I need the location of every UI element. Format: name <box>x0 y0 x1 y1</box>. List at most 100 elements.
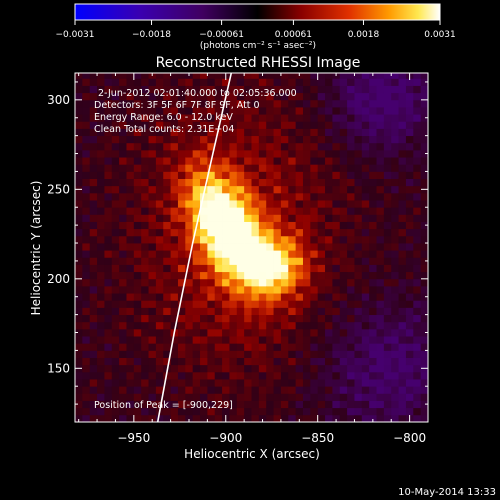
heatmap-cell <box>185 214 194 222</box>
heatmap-cell <box>111 192 120 201</box>
heatmap-cell <box>347 293 355 301</box>
heatmap-cell <box>361 386 370 394</box>
heatmap-cell <box>251 78 260 86</box>
heatmap-cell <box>295 364 304 373</box>
heatmap-cell <box>332 128 341 137</box>
heatmap-cell <box>413 92 422 101</box>
heatmap-cell <box>273 114 282 122</box>
heatmap-cell <box>302 407 311 416</box>
heatmap-cell <box>317 379 326 387</box>
heatmap-cell <box>119 407 127 416</box>
heatmap-cell <box>163 185 171 194</box>
heatmap-cell <box>266 121 274 129</box>
heatmap-cell <box>376 78 385 86</box>
heatmap-cell <box>133 142 142 151</box>
heatmap-cell <box>273 207 282 215</box>
heatmap-cell <box>82 92 91 101</box>
heatmap-cell <box>391 157 399 165</box>
heatmap-cell <box>398 121 407 129</box>
heatmap-cell <box>251 192 260 201</box>
heatmap-cell <box>82 99 91 108</box>
heatmap-cell <box>251 228 260 237</box>
heatmap-cell <box>376 207 385 215</box>
heatmap-cell <box>295 271 304 280</box>
heatmap-cell <box>192 164 201 172</box>
heatmap-cell <box>207 328 216 337</box>
heatmap-cell <box>185 343 194 351</box>
heatmap-cell <box>170 142 179 151</box>
heatmap-cell <box>354 321 363 330</box>
heatmap-cell <box>89 379 98 387</box>
heatmap-cell <box>185 157 194 165</box>
heatmap-cell <box>119 235 127 244</box>
heatmap-cell <box>295 407 304 416</box>
heatmap-cell <box>383 142 392 151</box>
heatmap-cell <box>229 200 238 208</box>
heatmap-cell <box>251 379 260 387</box>
heatmap-cell <box>185 171 194 179</box>
heatmap-cell <box>258 343 267 351</box>
heatmap-cell <box>258 278 267 287</box>
heatmap-cell <box>200 264 208 273</box>
heatmap-cell <box>420 164 428 172</box>
heatmap-cell <box>148 185 157 194</box>
heatmap-cell <box>192 85 201 94</box>
heatmap-cell <box>111 264 120 273</box>
heatmap-cell <box>244 149 252 158</box>
heatmap-cell <box>97 243 105 251</box>
heatmap-cell <box>295 343 304 351</box>
heatmap-cell <box>310 336 319 344</box>
heatmap-cell <box>119 73 127 79</box>
heatmap-cell <box>383 271 392 280</box>
heatmap-cell <box>133 85 142 94</box>
heatmap-cell <box>177 192 186 201</box>
heatmap-cell <box>126 185 135 194</box>
heatmap-cell <box>332 121 341 129</box>
heatmap-cell <box>376 250 385 258</box>
heatmap-cell <box>361 243 370 251</box>
heatmap-cell <box>185 400 194 409</box>
heatmap-cell <box>398 99 407 108</box>
heatmap-cell <box>89 128 98 137</box>
heatmap-cell <box>111 321 120 330</box>
heatmap-cell <box>75 99 83 108</box>
heatmap-cell <box>163 221 171 230</box>
heatmap-cell <box>398 135 407 144</box>
heatmap-cell <box>177 114 186 122</box>
heatmap-cell <box>126 343 135 351</box>
heatmap-cell <box>89 164 98 172</box>
heatmap-cell <box>420 178 428 187</box>
heatmap-cell <box>82 207 91 215</box>
heatmap-cell <box>89 235 98 244</box>
heatmap-cell <box>376 192 385 201</box>
heatmap-cell <box>207 128 216 137</box>
heatmap-cell <box>148 250 157 258</box>
heatmap-cell <box>236 228 245 237</box>
heatmap-cell <box>119 221 127 230</box>
heatmap-cell <box>413 221 422 230</box>
heatmap-cell <box>310 300 319 308</box>
heatmap-cell <box>302 350 311 358</box>
heatmap-cell <box>354 107 363 115</box>
heatmap-cells <box>75 73 428 422</box>
heatmap-cell <box>339 400 348 409</box>
heatmap-cell <box>347 149 355 158</box>
heatmap-cell <box>148 257 157 265</box>
heatmap-cell <box>89 121 98 129</box>
heatmap-cell <box>273 357 282 366</box>
colorbar-units-label: (photons cm⁻² s⁻¹ asec⁻²) <box>200 41 316 51</box>
heatmap-cell <box>398 271 407 280</box>
heatmap-cell <box>361 293 370 301</box>
heatmap-cell <box>119 135 127 144</box>
heatmap-cell <box>266 214 274 222</box>
heatmap-cell <box>192 350 201 358</box>
heatmap-cell <box>413 73 422 79</box>
heatmap-cell <box>207 235 216 244</box>
heatmap-cell <box>383 393 392 401</box>
heatmap-cell <box>82 171 91 179</box>
heatmap-cell <box>111 350 120 358</box>
heatmap-cell <box>222 171 230 179</box>
heatmap-cell <box>310 371 319 380</box>
heatmap-cell <box>244 107 252 115</box>
heatmap-cell <box>347 78 355 86</box>
